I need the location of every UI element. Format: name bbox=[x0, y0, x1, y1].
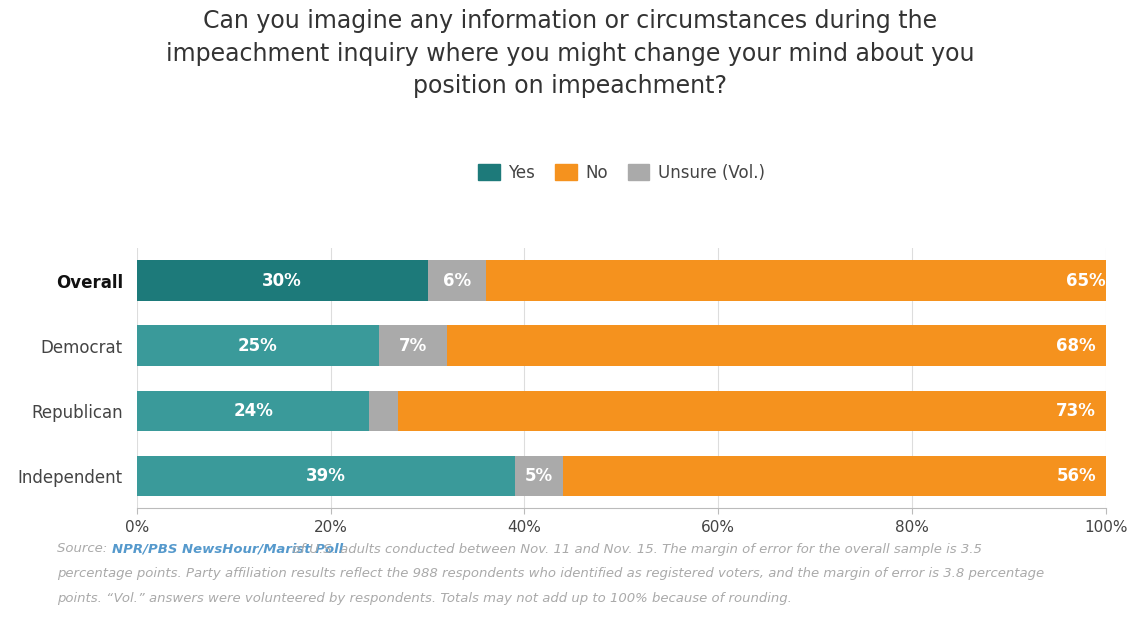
Text: Can you imagine any information or circumstances during the
impeachment inquiry : Can you imagine any information or circu… bbox=[165, 9, 975, 99]
Text: NPR/PBS NewsHour/Marist Poll: NPR/PBS NewsHour/Marist Poll bbox=[112, 542, 343, 556]
Bar bbox=[137, 260, 428, 301]
Text: 6%: 6% bbox=[442, 272, 471, 290]
Text: 24%: 24% bbox=[234, 402, 272, 420]
Text: of U.S. adults conducted between Nov. 11 and Nov. 15. The margin of error for th: of U.S. adults conducted between Nov. 11… bbox=[288, 542, 983, 556]
Text: 39%: 39% bbox=[306, 467, 345, 485]
Bar bbox=[137, 391, 369, 431]
Text: Source:: Source: bbox=[57, 542, 112, 556]
Text: 68%: 68% bbox=[1057, 337, 1096, 355]
Text: 30%: 30% bbox=[262, 272, 302, 290]
Text: 7%: 7% bbox=[399, 337, 428, 355]
Text: percentage points. Party affiliation results reflect the 988 respondents who ide: percentage points. Party affiliation res… bbox=[57, 567, 1044, 580]
Bar bbox=[486, 260, 1115, 301]
Text: 25%: 25% bbox=[238, 337, 278, 355]
Text: 56%: 56% bbox=[1057, 467, 1096, 485]
Bar bbox=[369, 391, 399, 431]
Text: 65%: 65% bbox=[1066, 272, 1106, 290]
Text: 5%: 5% bbox=[524, 467, 553, 485]
Bar bbox=[378, 326, 447, 366]
Bar bbox=[428, 260, 486, 301]
Bar bbox=[399, 391, 1106, 431]
Bar bbox=[514, 456, 563, 496]
Bar bbox=[137, 456, 514, 496]
Bar bbox=[447, 326, 1106, 366]
Bar bbox=[137, 326, 378, 366]
Bar bbox=[563, 456, 1106, 496]
Text: points. “Vol.” answers were volunteered by respondents. Totals may not add up to: points. “Vol.” answers were volunteered … bbox=[57, 592, 792, 605]
Text: 73%: 73% bbox=[1057, 402, 1096, 420]
Legend: Yes, No, Unsure (Vol.): Yes, No, Unsure (Vol.) bbox=[471, 157, 772, 188]
